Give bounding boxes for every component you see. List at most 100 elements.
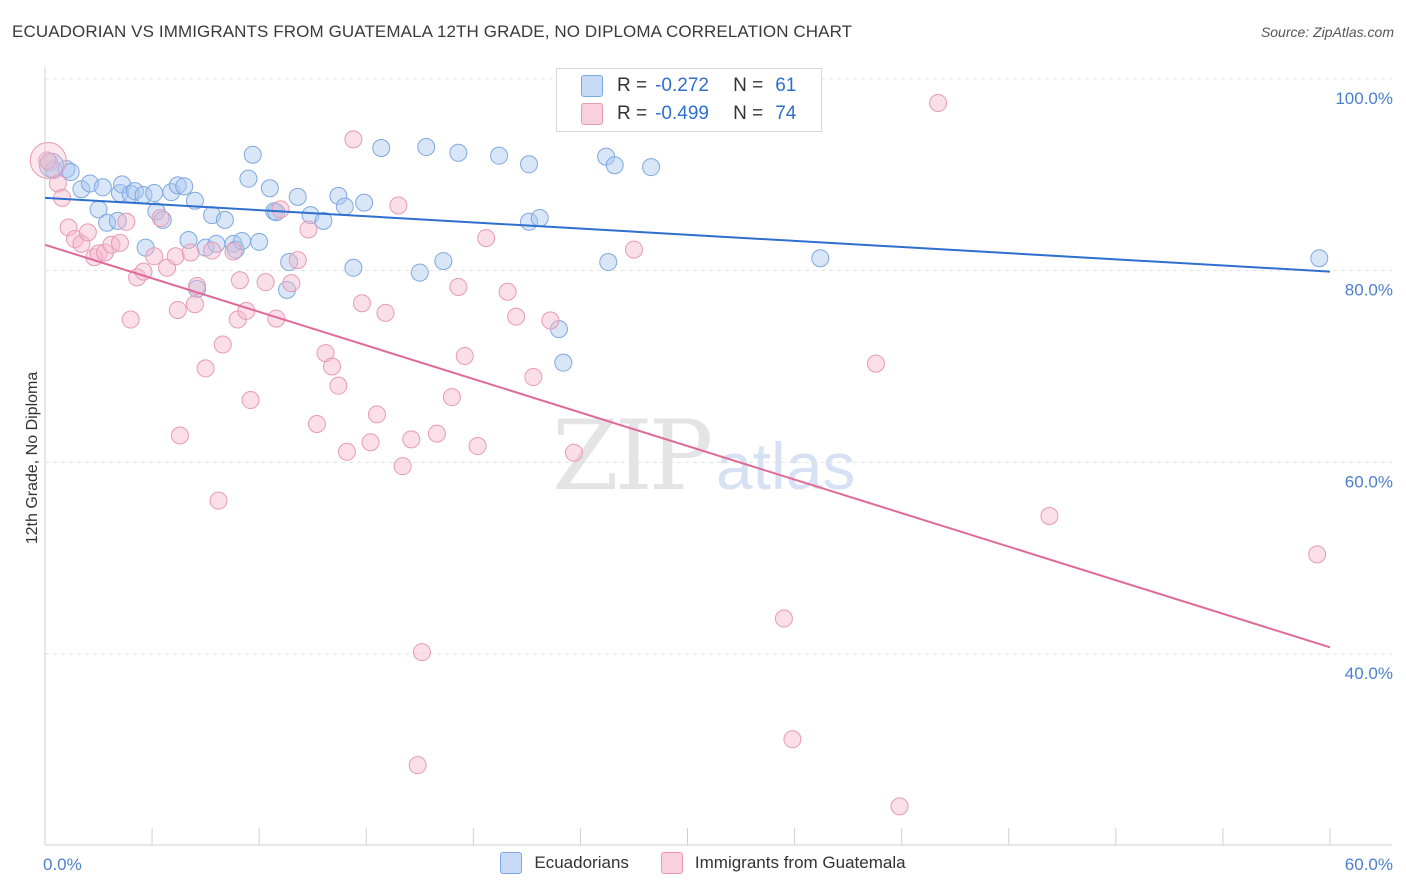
data-point: [224, 242, 243, 261]
data-point: [783, 730, 802, 749]
data-point: [125, 182, 144, 201]
data-point: [185, 191, 204, 210]
tick-labels: 40.0% 60.0% 80.0% 100.0% 0.0% 60.0% 12th Grade…: [24, 89, 1393, 874]
series-guatemala: [29, 69, 1327, 816]
y-tick-label: 100.0%: [1335, 89, 1393, 108]
data-point: [314, 211, 333, 230]
data-point: [599, 253, 618, 272]
data-point: [267, 309, 286, 328]
legend-label-ecuadorians: Ecuadorians: [534, 853, 629, 872]
data-point: [376, 303, 395, 322]
data-point: [344, 130, 363, 149]
data-point: [372, 139, 391, 157]
data-point: [203, 241, 222, 260]
data-point: [329, 186, 348, 205]
data-point: [134, 262, 153, 281]
gridlines: [45, 78, 1392, 655]
data-point: [1040, 507, 1059, 525]
legend-row-guatemala: R = -0.499 N = 74: [581, 101, 796, 127]
legend-r-value: -0.499: [655, 103, 709, 124]
trend-lines: [44, 196, 1331, 649]
legend-n-value: 61: [775, 75, 797, 96]
data-point: [337, 442, 356, 461]
y-tick-label: 40.0%: [1345, 664, 1393, 683]
series-legend: Ecuadorians Immigrants from Guatemala: [0, 852, 1406, 874]
data-point: [490, 146, 509, 165]
source-label: Source: ZipAtlas.com: [1260, 24, 1394, 40]
legend-r-value: -0.272: [655, 75, 709, 96]
legend-item-guatemala: Immigrants from Guatemala: [660, 852, 906, 874]
data-point: [417, 138, 436, 157]
legend-item-ecuadorians: Ecuadorians: [500, 852, 629, 874]
data-point: [866, 354, 885, 373]
data-point: [412, 643, 431, 662]
trend-line: [44, 196, 1331, 273]
data-point: [170, 426, 189, 445]
data-point: [774, 609, 793, 628]
legend-n-value: 74: [775, 103, 797, 124]
data-point: [507, 307, 526, 326]
axes: [44, 67, 1392, 846]
data-point: [256, 273, 275, 292]
legend-n-label: N =: [733, 75, 764, 96]
data-point: [166, 247, 185, 266]
data-point: [329, 376, 348, 395]
legend-swatch-pink: [660, 852, 683, 874]
data-point: [213, 335, 232, 354]
data-point: [564, 443, 583, 462]
data-point: [168, 300, 187, 319]
data-point: [215, 210, 234, 229]
data-point: [38, 151, 57, 170]
data-point: [642, 158, 661, 177]
data-point: [110, 233, 129, 252]
data-point: [344, 258, 363, 277]
data-point: [181, 243, 200, 262]
data-point: [355, 193, 374, 212]
data-point: [890, 797, 909, 816]
data-point: [498, 282, 517, 301]
data-point: [624, 240, 643, 259]
y-tick-label: 60.0%: [1345, 472, 1393, 491]
data-point: [1308, 545, 1327, 564]
data-point: [271, 200, 290, 219]
data-point: [209, 491, 228, 510]
data-point: [408, 756, 427, 775]
data-point: [361, 433, 380, 452]
data-point: [29, 141, 67, 179]
legend-swatch-blue: [500, 852, 523, 874]
data-point: [449, 277, 468, 296]
data-point: [335, 197, 354, 216]
data-point: [185, 295, 204, 314]
data-point: [117, 212, 136, 231]
data-point: [389, 196, 408, 215]
data-point: [250, 232, 269, 251]
legend-swatch-pink: [581, 103, 603, 125]
data-point: [352, 294, 371, 313]
data-point: [367, 405, 386, 424]
data-point: [243, 145, 262, 164]
data-point: [241, 391, 260, 410]
data-point: [151, 208, 170, 227]
data-point: [307, 415, 326, 433]
data-point: [530, 208, 549, 227]
data-point: [402, 430, 421, 449]
data-point: [121, 310, 140, 329]
y-axis-label: 12th Grade, No Diploma: [24, 372, 41, 545]
data-point: [78, 223, 97, 242]
x-tick-label: 0.0%: [43, 855, 82, 874]
legend-r-label: R =: [617, 75, 648, 96]
data-point: [95, 243, 114, 262]
data-point: [93, 178, 112, 197]
watermark-zip: ZIP: [552, 400, 713, 512]
data-point: [239, 169, 258, 188]
data-point: [410, 263, 429, 282]
data-point: [455, 346, 474, 365]
data-point: [605, 156, 624, 175]
data-point: [541, 311, 560, 330]
data-point: [299, 220, 318, 239]
data-point: [468, 437, 487, 456]
x-tick-label: 60.0%: [1345, 855, 1393, 874]
data-point: [524, 368, 543, 387]
data-point: [145, 247, 164, 266]
